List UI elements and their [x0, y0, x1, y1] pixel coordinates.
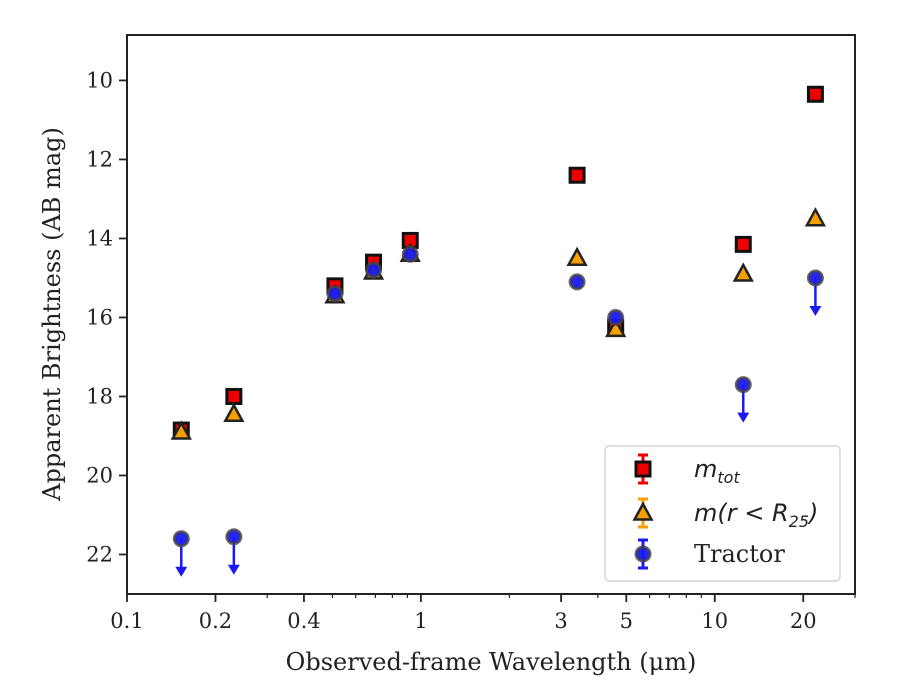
legend-entry-triangle: m(r < R25) [632, 497, 818, 531]
data-point-mtot-7 [734, 235, 752, 253]
x-tick-label: 0.2 [199, 609, 232, 633]
y-tick-label: 18 [86, 384, 113, 408]
upper-limit-arrow-head [737, 412, 750, 423]
y-tick-label: 12 [86, 147, 113, 171]
data-point-mr25-7 [732, 262, 754, 282]
data-point-mr25-6 [605, 317, 627, 338]
upper-limit-arrow-head [175, 566, 188, 577]
data-point-mtot-1 [225, 387, 243, 405]
data-point-mr25-8 [804, 207, 827, 227]
legend-label: mtot [694, 455, 740, 487]
legend: mtot m(r < R25) Tractor [604, 445, 841, 582]
data-marks [170, 85, 827, 577]
x-tick-label: 10 [701, 609, 728, 633]
x-tick-label: 0.4 [287, 609, 320, 633]
x-tick-label: 1 [414, 609, 427, 633]
data-point-tractor-2 [326, 285, 344, 303]
legend-label: Tractor [694, 540, 785, 568]
data-point-mtot-legend [634, 460, 652, 478]
data-point-tractor-4 [401, 245, 419, 263]
data-point-mtot-5 [568, 166, 586, 184]
upper-limit-arrow-head [227, 564, 240, 575]
data-point-tractor-1 [225, 528, 243, 546]
series-circle [172, 245, 824, 577]
y-tick-label: 16 [86, 305, 113, 329]
data-point-tractor-5 [568, 273, 586, 291]
x-tick-label: 20 [790, 609, 817, 633]
data-point-tractor-6 [607, 308, 625, 326]
y-tick-label: 14 [86, 226, 113, 250]
plot-frame [126, 34, 856, 595]
data-point-tractor-3 [365, 261, 383, 279]
data-point-tractor-legend [634, 545, 652, 563]
data-point-mr25-0 [170, 420, 192, 440]
x-tick-label: 0.1 [110, 609, 143, 633]
upper-limit-arrow-head [809, 305, 822, 316]
x-axis: 0.1 0.2 0.4 1 3 5 10 20 [110, 594, 856, 633]
y-tick-label: 22 [86, 542, 113, 566]
y-tick-label: 10 [86, 68, 113, 92]
data-point-mtot-8 [806, 85, 824, 103]
x-tick-label: 3 [554, 609, 567, 633]
data-point-tractor-8 [806, 269, 824, 287]
x-axis-label: Observed-frame Wavelength (μm) [286, 648, 697, 676]
x-tick-label: 5 [620, 609, 633, 633]
legend-box [604, 445, 841, 582]
legend-label: m(r < R25) [694, 499, 818, 531]
legend-entry-circle: Tractor [634, 538, 785, 570]
y-axis-label: Apparent Brightness (AB mag) [38, 127, 66, 502]
data-point-mr25-5 [566, 246, 588, 266]
y-tick-label: 20 [86, 463, 113, 487]
y-axis: 10 12 14 16 18 20 22 [86, 68, 127, 566]
data-point-tractor-7 [734, 376, 752, 394]
data-point-mr25-1 [223, 402, 245, 423]
data-point-tractor-0 [172, 530, 190, 548]
legend-entry-square: mtot [634, 453, 740, 487]
data-point-mr25-legend [632, 501, 654, 521]
